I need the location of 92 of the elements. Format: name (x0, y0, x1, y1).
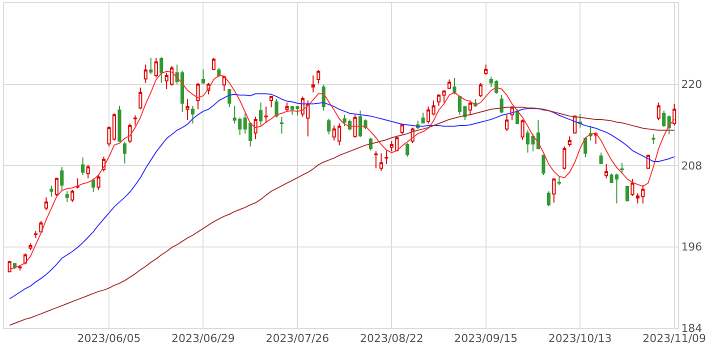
candlestick (447, 79, 452, 90)
candlestick (138, 87, 142, 110)
candlestick (406, 142, 410, 158)
candlestick (500, 94, 504, 114)
candlestick (217, 68, 221, 78)
candlestick (426, 106, 430, 124)
candlestick (228, 88, 232, 108)
candlestick (568, 136, 572, 148)
candlestick (578, 114, 582, 128)
x-tick-label: 2023/09/15 (454, 332, 518, 346)
candlestick (86, 164, 90, 179)
line-series (9, 106, 675, 326)
candlestick (18, 264, 22, 271)
x-tick-label: 2023/06/29 (172, 332, 235, 346)
candlestick (201, 68, 206, 85)
candlestick (39, 220, 43, 234)
candlestick (652, 134, 656, 144)
y-tick-label: 196 (681, 240, 702, 254)
candlestick (542, 154, 546, 176)
candlestick (92, 178, 96, 192)
candlestick (28, 242, 32, 251)
candlestick (285, 102, 289, 113)
candlestick (505, 114, 509, 132)
candlestick (400, 123, 404, 135)
candlestick (196, 82, 200, 110)
x-tick-label: 2023/08/22 (360, 332, 424, 346)
candlestick (8, 260, 12, 272)
candlestick (274, 98, 278, 118)
line-series (9, 93, 675, 300)
candlestick (76, 178, 80, 190)
candlestick (311, 74, 315, 93)
candlestick (452, 78, 456, 95)
candlestick (379, 152, 383, 172)
candlestick (264, 106, 268, 124)
candlestick (546, 190, 550, 207)
candlestick (128, 123, 132, 144)
candlestick (374, 150, 378, 169)
x-tick-label: 2023/10/13 (548, 332, 612, 346)
x-tick-label: 2023/11/09 (642, 332, 706, 346)
candlestick (656, 102, 660, 121)
candlestick (34, 230, 38, 238)
candlestick (520, 118, 524, 140)
line-series (9, 70, 675, 270)
x-tick-label: 2023/06/05 (77, 332, 141, 346)
candlestick (44, 196, 48, 211)
candlestick (421, 112, 425, 124)
candlestick (212, 57, 216, 71)
candlestick (353, 114, 357, 138)
candlestick (484, 64, 488, 76)
candlestick (160, 56, 164, 84)
candlestick (662, 110, 666, 128)
candlestick (368, 137, 373, 152)
candlestick (552, 178, 556, 204)
candlestick (432, 100, 436, 116)
y-tick-label: 184 (681, 322, 702, 335)
candlestick (149, 57, 153, 75)
candlestick (604, 164, 608, 179)
candlestick (222, 76, 226, 92)
candlestick (81, 156, 85, 176)
candlestick (280, 116, 284, 134)
candlestick (625, 185, 630, 202)
candlestick (384, 150, 388, 165)
candlestick (65, 190, 69, 203)
candlestick (327, 118, 331, 135)
candlestick (254, 116, 258, 140)
candlestick (468, 100, 472, 116)
candlestick (557, 176, 561, 186)
candlestick (144, 64, 148, 84)
candlestick (269, 96, 274, 108)
candlestick (562, 146, 566, 170)
candlestick (133, 114, 137, 126)
candlestick (154, 57, 158, 78)
candlestick (599, 152, 603, 165)
candlestick (190, 105, 195, 124)
candlestick (259, 102, 263, 126)
candlestick (672, 103, 676, 126)
candlestick (584, 137, 588, 158)
candlestick (186, 98, 190, 121)
candlestick (118, 105, 122, 142)
candlestick (96, 174, 100, 190)
y-tick-label: 208 (681, 159, 702, 172)
y-tick-label: 220 (681, 78, 702, 92)
candlestick (316, 70, 320, 84)
candlestick (54, 177, 58, 196)
x-tick-label: 2023/07/26 (266, 332, 330, 346)
candlestick (50, 185, 54, 198)
candlestick (630, 178, 634, 196)
candlestick (620, 162, 624, 174)
candlestick (60, 166, 64, 190)
candlestick (122, 141, 126, 164)
candlestick (70, 189, 74, 203)
candlestick (478, 82, 482, 98)
